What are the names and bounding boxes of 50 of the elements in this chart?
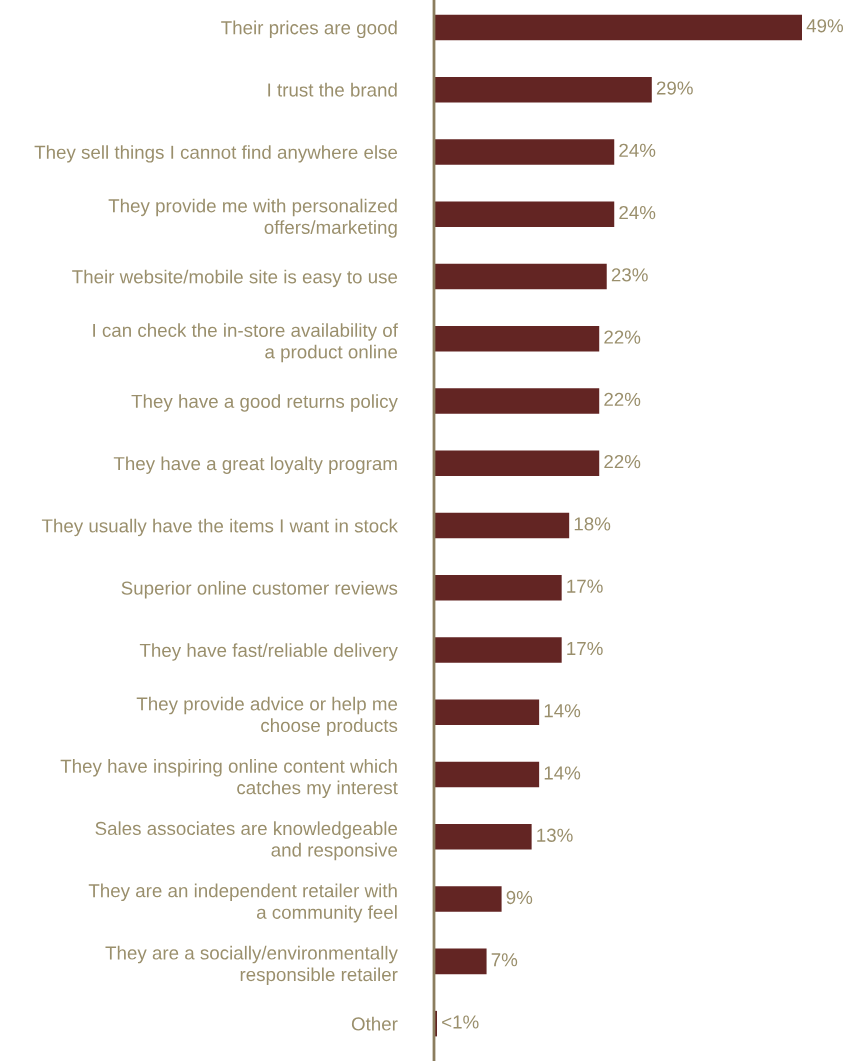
data-label: 13%	[537, 828, 573, 842]
data-label: 22%	[604, 330, 641, 344]
y-tick-label: Their website/mobile site is easy to use	[72, 269, 398, 288]
bar	[434, 575, 562, 601]
bar	[434, 76, 652, 103]
data-label: 14%	[544, 766, 581, 780]
data-label: 24%	[619, 143, 656, 157]
bar	[434, 139, 615, 165]
bar	[434, 886, 502, 912]
y-tick-label: They are an independent retailer with a community feel	[88, 883, 397, 923]
y-tick-label: They have a great loyalty program	[113, 456, 397, 474]
data-label: 17%	[567, 579, 603, 593]
data-label: 17%	[567, 641, 603, 656]
bar	[434, 637, 562, 663]
y-tick-label: They sell things I cannot find anywhere else	[34, 145, 398, 163]
data-label: <1%	[442, 1015, 479, 1029]
y-tick-label: I can check the in-store availability of a product online	[93, 323, 398, 363]
bar	[434, 824, 532, 850]
data-label: 7%	[491, 953, 518, 967]
y-tick-label: They provide advice or help me choose products	[136, 696, 398, 736]
y-tick-label: They have fast/reliable delivery	[139, 643, 398, 661]
bar	[434, 325, 600, 352]
data-label: 49%	[806, 19, 844, 33]
y-tick-label: They are a socially/environmentally responsible retailer	[105, 945, 398, 985]
bar	[434, 699, 540, 726]
y-tick-label: Superior online customer reviews	[121, 580, 398, 599]
bar	[434, 388, 600, 414]
data-label: 14%	[544, 704, 581, 718]
y-tick-label: They provide me with personalized offers/marketing	[108, 198, 397, 238]
y-tick-label: Their prices are good	[221, 20, 397, 39]
data-label: 23%	[611, 268, 648, 282]
bar	[434, 14, 802, 41]
bar	[434, 948, 487, 975]
data-label: 9%	[506, 890, 533, 905]
data-label: 18%	[574, 517, 611, 531]
bar	[434, 761, 540, 788]
bar	[434, 512, 570, 539]
y-tick-label: They usually have the items I want in stock	[41, 518, 398, 537]
y-tick-label: They have a good returns policy	[131, 394, 398, 412]
y-tick-label: Other	[351, 1016, 398, 1031]
y-tick-label: They have inspiring online content which catches my interest	[60, 759, 398, 799]
bar	[434, 263, 607, 290]
data-label: 24%	[619, 205, 656, 220]
data-label: 22%	[604, 392, 641, 406]
y-tick-label: I trust the brand	[268, 82, 397, 97]
y-tick-label: Sales associates are knowledgeable and responsive	[95, 821, 398, 861]
data-label: 22%	[604, 455, 641, 469]
bar	[434, 450, 600, 477]
bar	[434, 201, 615, 227]
data-label: 29%	[656, 81, 693, 95]
